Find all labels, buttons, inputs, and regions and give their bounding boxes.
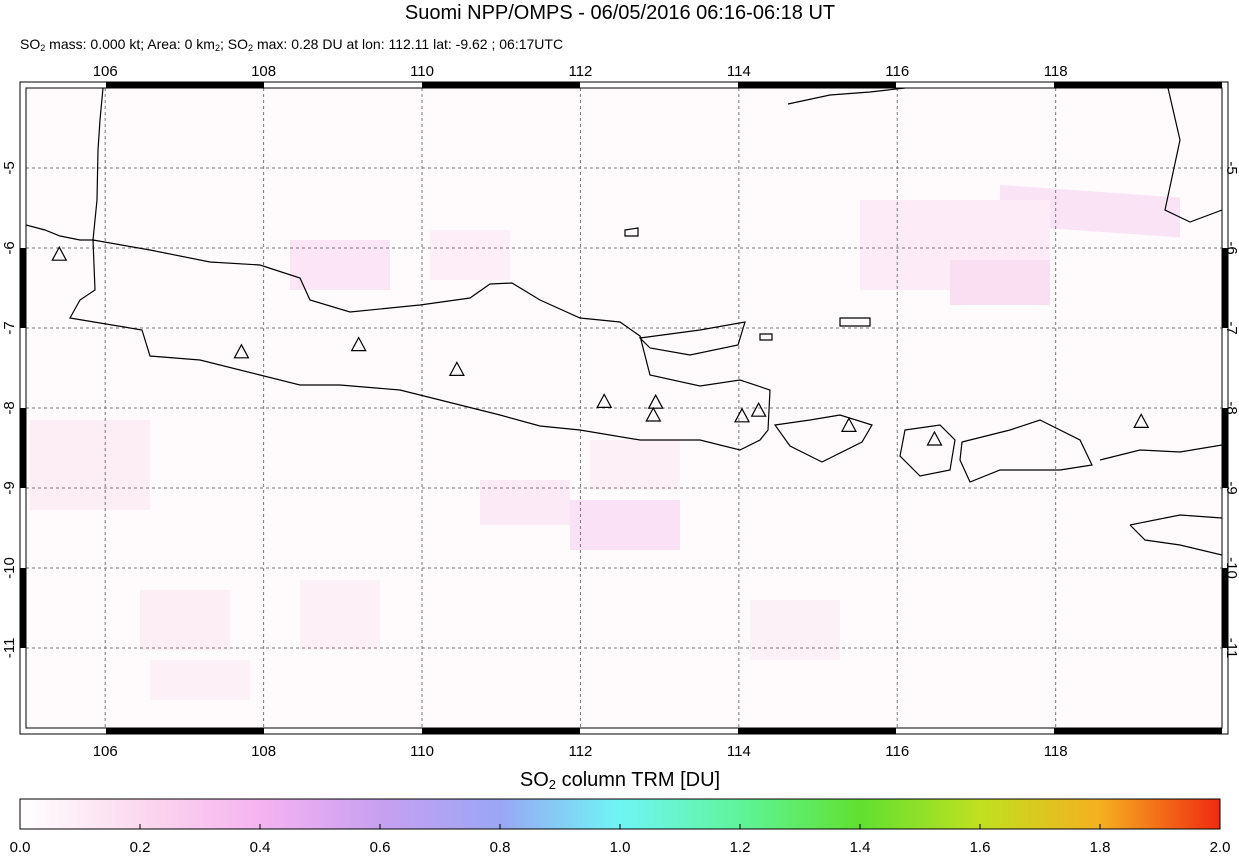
volcano-markers xyxy=(51,245,1150,446)
coastline-flores xyxy=(1099,444,1222,461)
x-tick-label: 110 xyxy=(410,63,434,80)
text-part: max: 0.28 DU at lon: 112.11 lat: -9.62 ;… xyxy=(253,36,563,52)
colorbar-tick-label: 1.4 xyxy=(850,839,871,855)
y-tick-label: -8 xyxy=(1,401,18,414)
volcano xyxy=(596,393,613,408)
volcano xyxy=(734,407,751,423)
volcano xyxy=(448,361,465,376)
y-tick-label: -6 xyxy=(1,241,18,254)
graticule: 106 106 108 108 110 110 112 112 114 114 116 116 118 1… xyxy=(1,63,1239,760)
colorbar-tick-label: 0.0 xyxy=(10,839,31,855)
x-tick-label: 110 xyxy=(410,743,434,760)
colorbar-tick-label: 0.4 xyxy=(250,839,271,855)
volcano xyxy=(1133,413,1150,428)
x-tick-label: 112 xyxy=(568,743,592,760)
x-tick-label: 112 xyxy=(568,63,592,80)
y-tick-label: -5 xyxy=(1223,161,1239,174)
y-tick-label: -9 xyxy=(1,481,18,494)
text-part: ; SO xyxy=(220,36,248,52)
colorbar-tick-label: 2.0 xyxy=(1210,839,1231,855)
x-tick-label: 116 xyxy=(885,743,909,760)
text-part: SO xyxy=(520,769,549,791)
volcano xyxy=(233,343,250,359)
x-tick-label: 114 xyxy=(727,743,751,760)
coastline-bali xyxy=(773,414,873,463)
volcano xyxy=(645,406,662,422)
subscript: 2 xyxy=(40,43,45,53)
x-tick-label: 108 xyxy=(251,63,276,80)
text-part: mass: 0.000 kt; Area: 0 km xyxy=(45,36,215,52)
colorbar-tick-label: 1.0 xyxy=(610,839,631,855)
colorbar-tick-label: 1.6 xyxy=(970,839,991,855)
x-tick-label: 118 xyxy=(1044,743,1068,760)
volcano xyxy=(926,430,943,446)
volcano xyxy=(51,245,68,261)
colorbar-tick-label: 1.8 xyxy=(1090,839,1111,855)
y-tick-label: -11 xyxy=(1,638,18,659)
y-tick-label: -7 xyxy=(1,321,18,334)
volcano xyxy=(840,417,857,432)
volcano xyxy=(350,336,367,352)
subtitle: SO2 mass: 0.000 kt; Area: 0 km2; SO2 max… xyxy=(20,36,563,53)
subscript: 2 xyxy=(248,43,253,53)
coastlines xyxy=(26,88,1222,556)
text-part: column TRM [DU] xyxy=(556,769,720,791)
y-tick-label: -5 xyxy=(1,161,18,174)
colorbar-tick-label: 0.2 xyxy=(130,839,151,855)
colorbar-ticks: 0.0 0.2 0.4 0.6 0.8 1.0 1.2 1.4 1.6 1.8 2.0 xyxy=(10,824,1231,856)
colorbar-tick-label: 0.6 xyxy=(370,839,391,855)
subscript: 2 xyxy=(549,777,556,792)
colorbar-label: SO2 column TRM [DU] xyxy=(520,769,720,792)
coastline-java xyxy=(69,239,771,451)
colorbar-tick-label: 0.8 xyxy=(490,839,511,855)
x-tick-label: 106 xyxy=(93,63,118,80)
title: Suomi NPP/OMPS - 06/05/2016 06:16-06:18 … xyxy=(405,2,835,24)
map-frame xyxy=(19,81,1229,735)
x-tick-label: 116 xyxy=(885,63,909,80)
volcano xyxy=(750,401,767,417)
x-tick-label: 114 xyxy=(727,63,751,80)
y-tick-label: -10 xyxy=(1,557,18,579)
colorbar-tick-label: 1.2 xyxy=(730,839,751,855)
coastline-lombok xyxy=(899,424,956,477)
coastline-kalimantan xyxy=(787,88,1222,223)
subscript: 2 xyxy=(215,43,220,53)
x-tick-label: 118 xyxy=(1044,63,1068,80)
x-tick-label: 106 xyxy=(93,743,118,760)
coastline-madura xyxy=(638,321,746,356)
text-part: SO xyxy=(20,36,40,52)
coastline-sumbawa xyxy=(959,419,1093,483)
coastline-islands xyxy=(624,227,871,341)
volcano xyxy=(647,393,664,409)
x-tick-label: 108 xyxy=(251,743,276,760)
coastline-sumba xyxy=(1129,514,1222,556)
